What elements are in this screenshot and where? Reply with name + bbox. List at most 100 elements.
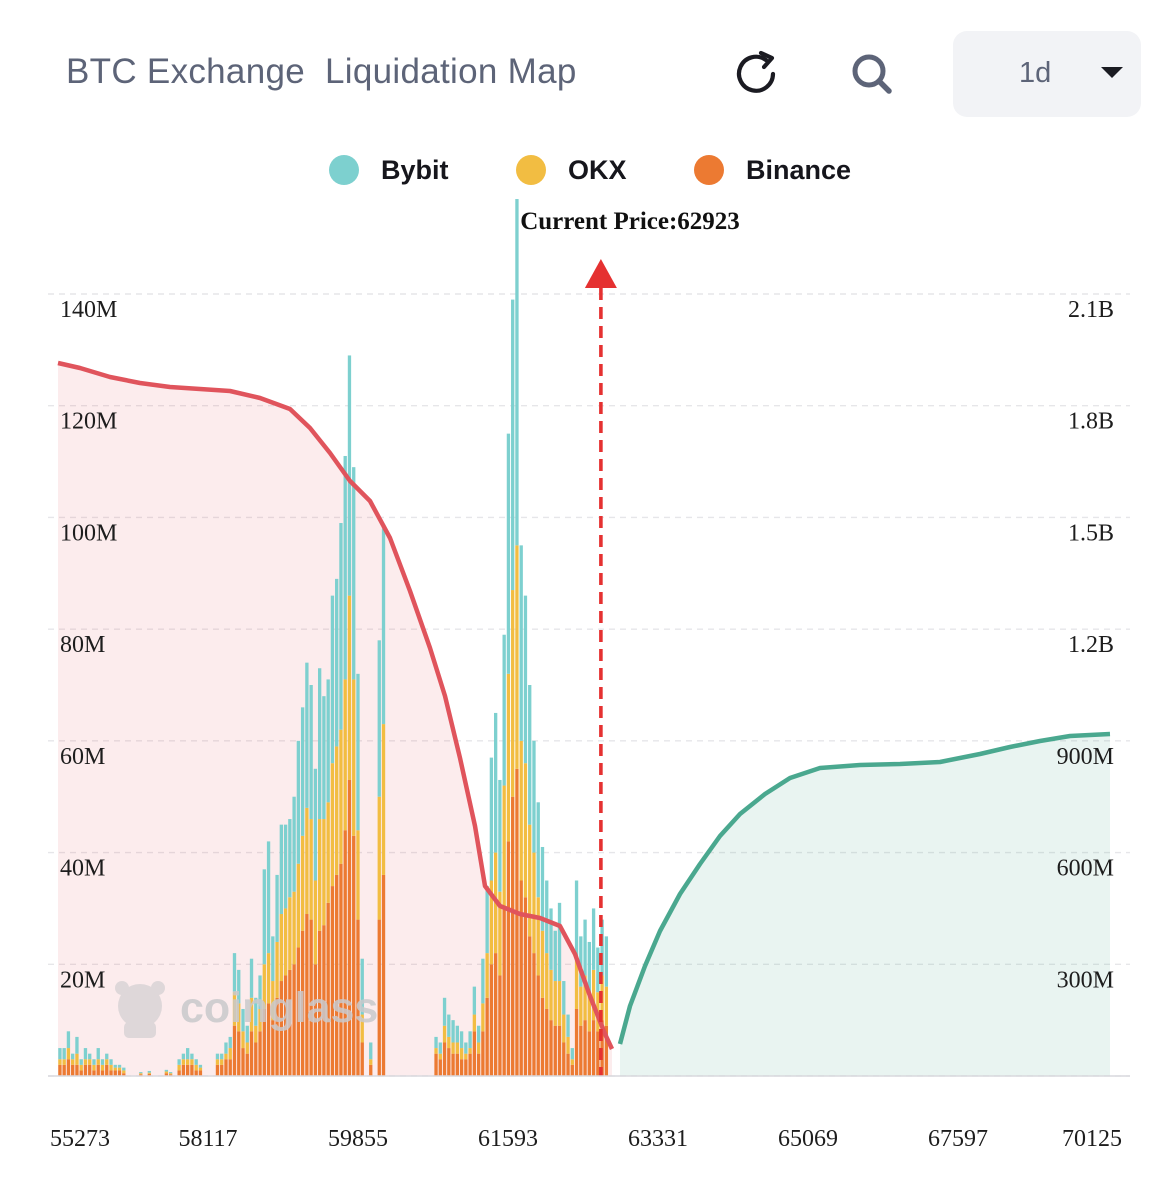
x-tick-label: 70125 (1062, 1126, 1122, 1152)
bar-binance (604, 1025, 609, 1076)
bar-binance (583, 1020, 587, 1076)
bar-group (181, 1053, 186, 1076)
bar-bybit (596, 947, 600, 993)
bar-group (96, 1048, 100, 1076)
bar-binance (190, 1064, 194, 1076)
bar-binance (279, 981, 283, 1076)
bar-bybit (468, 1031, 472, 1049)
bar-binance (224, 1059, 228, 1076)
bar-group (347, 355, 352, 1076)
watermark: coinglass (115, 981, 378, 1038)
bar-bybit (604, 936, 609, 987)
bar-okx (317, 819, 322, 931)
logo-head (118, 984, 162, 1028)
bar-okx (506, 673, 511, 842)
bar-group (519, 545, 523, 1076)
bar-okx (100, 1064, 105, 1071)
bar-bybit (506, 433, 511, 674)
bar-binance (464, 1059, 468, 1076)
y-right-tick-label: 1.8B (1068, 409, 1114, 435)
bar-bybit (313, 768, 318, 881)
bar-group (296, 740, 301, 1076)
bar-okx (58, 1059, 62, 1065)
bar-okx (62, 1059, 66, 1065)
bar-binance (292, 964, 296, 1076)
bar-binance (562, 1042, 566, 1076)
bar-group (66, 1031, 71, 1076)
bar-binance (139, 1074, 143, 1076)
short-cumulative-line (617, 731, 1111, 1045)
bar-binance (339, 863, 343, 1076)
watermark-text: coinglass (180, 984, 378, 1032)
bar-okx (283, 908, 288, 976)
bar-okx (574, 958, 579, 1009)
bar-bybit (528, 685, 532, 825)
bar-bybit (570, 1048, 574, 1060)
bar-group (515, 199, 519, 1076)
bar-okx (347, 595, 352, 780)
bar-binance (198, 1070, 203, 1076)
bar-group (523, 595, 528, 1076)
logo-ear (115, 981, 129, 995)
x-tick-label: 58117 (178, 1126, 237, 1152)
refresh-button[interactable] (728, 46, 784, 102)
x-tick-label: 63331 (628, 1126, 688, 1152)
bar-binance (164, 1073, 169, 1076)
bar-bybit (369, 1042, 373, 1060)
bar-bybit (352, 467, 356, 680)
bar-group (88, 1053, 92, 1076)
bar-okx (309, 819, 313, 920)
bar-bybit (545, 880, 549, 954)
logo-ear (151, 981, 165, 995)
bar-group (258, 975, 262, 1076)
bar-bybit (360, 958, 364, 1015)
bar-bybit (549, 908, 553, 970)
bar-bybit (232, 953, 237, 993)
bar-binance (245, 1053, 249, 1076)
bar-binance (326, 902, 330, 1076)
bar-okx (339, 729, 343, 864)
bar-binance (96, 1064, 100, 1076)
bar-okx (434, 1048, 438, 1054)
coinglass-logo (115, 981, 165, 1038)
bar-binance (296, 947, 301, 1076)
bar-binance (447, 1048, 451, 1076)
bar-bybit (381, 528, 386, 725)
bar-group (485, 886, 489, 1076)
bar-okx (105, 1059, 109, 1065)
bar-binance (369, 1064, 373, 1076)
bar-okx (96, 1059, 100, 1065)
search-button[interactable] (844, 46, 900, 102)
bar-okx (245, 1042, 249, 1054)
bar-bybit (566, 1014, 570, 1037)
bar-group (442, 997, 447, 1076)
interval-select[interactable]: 1d (953, 31, 1141, 117)
bar-okx (190, 1059, 194, 1065)
bar-okx (528, 824, 532, 937)
bar-group (224, 1042, 228, 1076)
bar-binance (271, 1020, 275, 1076)
current-price-arrow-icon (584, 259, 617, 288)
bar-bybit (215, 1053, 220, 1060)
bar-bybit (249, 958, 254, 998)
legend-item-okx[interactable]: OKX (516, 150, 627, 190)
bar-group (579, 936, 583, 1076)
bar-bybit (275, 874, 279, 942)
bar-group (262, 869, 266, 1076)
legend-item-bybit[interactable]: Bybit (329, 150, 449, 190)
bar-bybit (472, 986, 477, 1015)
bar-okx (587, 992, 591, 1032)
legend-item-binance[interactable]: Binance (694, 150, 851, 190)
bar-binance (185, 1064, 190, 1076)
bar-bybit (330, 595, 335, 764)
bar-group (566, 1014, 570, 1076)
bar-group (591, 908, 596, 1076)
bar-bybit (600, 919, 604, 976)
bar-group (553, 930, 557, 1076)
bar-group (322, 696, 326, 1076)
bar-bybit (502, 634, 506, 786)
bars (58, 199, 609, 1076)
bar-group (352, 467, 356, 1076)
bar-binance (258, 1031, 262, 1076)
bar-binance (335, 874, 339, 1076)
